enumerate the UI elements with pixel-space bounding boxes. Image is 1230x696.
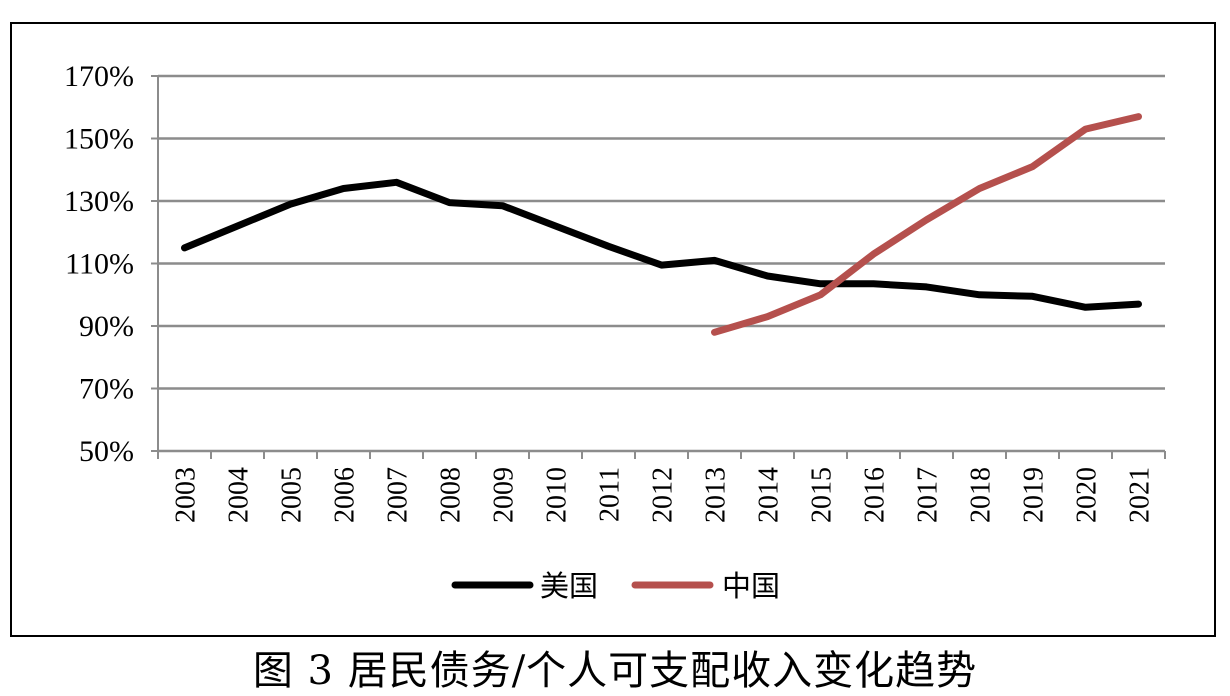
gridlines <box>158 74 1165 390</box>
legend-label: 美国 <box>540 569 598 603</box>
figure-caption: 图 3 居民债务/个人可支配收入变化趋势 <box>252 648 978 694</box>
y-tick-label: 150% <box>64 123 134 156</box>
legend-label: 中国 <box>722 569 780 603</box>
x-tick-label: 2005 <box>277 467 308 523</box>
x-tick-label: 2021 <box>1125 467 1156 523</box>
x-tick-label: 2009 <box>489 467 520 523</box>
legend: 美国 中国 <box>451 569 780 603</box>
series-line-china <box>711 113 1142 336</box>
line-chart: 50%70%90%110%130%150%170% 2003 2004 2005 20… <box>64 60 1166 603</box>
x-tick-label: 2008 <box>436 467 467 523</box>
x-tick-label: 2019 <box>1019 467 1050 523</box>
x-tick-label: 2014 <box>754 467 785 523</box>
x-tick-label: 2020 <box>1072 467 1103 523</box>
x-tick-label: 2013 <box>701 467 732 523</box>
x-tick-label: 2011 <box>595 467 626 522</box>
y-tick-label: 170% <box>64 60 134 93</box>
y-tick-label: 110% <box>65 248 134 281</box>
x-tick-label: 2010 <box>542 467 573 523</box>
y-tick-label: 70% <box>79 373 134 406</box>
axes <box>151 75 1166 459</box>
y-tick-labels: 50% 70% 90% 110% 130% 150% 170% <box>64 60 134 468</box>
x-tick-label: 2016 <box>860 467 891 523</box>
x-tick-labels: 2003 2004 2005 2006 2007 2008 2009 2010 2011 2012… <box>171 467 1156 523</box>
x-tick-label: 2017 <box>913 467 944 523</box>
x-tick-label: 2004 <box>224 467 255 523</box>
series-line-usa <box>181 178 1142 311</box>
y-tick-label: 90% <box>79 310 134 343</box>
x-tick-label: 2018 <box>966 467 997 523</box>
x-tick-label: 2015 <box>807 467 838 523</box>
x-tick-label: 2012 <box>648 467 679 523</box>
x-tick-label: 2006 <box>330 467 361 523</box>
x-tick-label: 2003 <box>171 467 202 523</box>
series-lines <box>181 113 1142 336</box>
y-tick-label: 50% <box>79 435 134 468</box>
x-tick-label: 2007 <box>383 467 414 523</box>
y-tick-label: 130% <box>64 185 134 218</box>
chart-frame <box>10 22 1216 637</box>
